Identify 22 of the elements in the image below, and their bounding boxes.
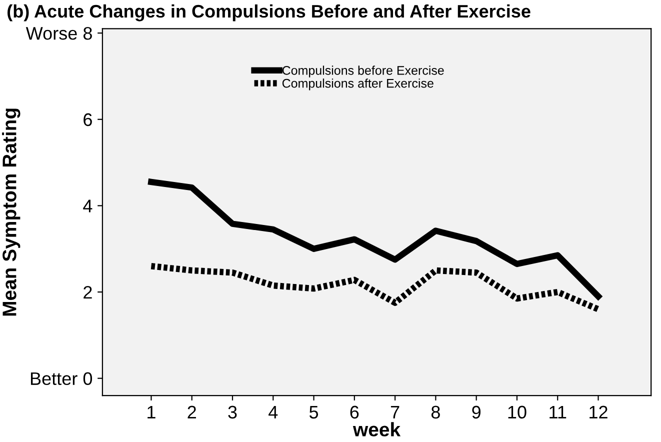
x-tick-label: 3 [228, 406, 237, 419]
x-tick-label: 5 [309, 406, 318, 419]
y-tick-label: 4 [83, 200, 92, 212]
x-tick-label: 1 [148, 406, 156, 418]
x-tick-label: 8 [431, 406, 440, 419]
x-tick-label: 11 [550, 406, 566, 418]
y-tick-label: Worse 8 [26, 26, 92, 40]
legend-label: Compulsions after Exercise [282, 78, 434, 90]
x-tick-label: 9 [472, 406, 480, 419]
y-axis-title: Mean Symptom Rating [2, 108, 20, 316]
y-tick-label: Better 0 [30, 372, 92, 386]
x-tick-label: 7 [390, 406, 400, 418]
x-tick-label: 4 [268, 406, 278, 418]
y-tick-label: 2 [84, 286, 92, 299]
x-tick-label: 2 [188, 406, 196, 418]
x-tick-label: 12 [590, 406, 608, 418]
legend-label: Compulsions before Exercise [282, 66, 444, 78]
chart-title: (b) Acute Changes in Compulsions Before and After Exercise [8, 4, 530, 22]
x-tick-label: 10 [508, 406, 526, 419]
y-tick-label: 6 [84, 113, 92, 126]
x-tick-label: 6 [350, 406, 359, 419]
x-axis-title: week [352, 422, 401, 436]
